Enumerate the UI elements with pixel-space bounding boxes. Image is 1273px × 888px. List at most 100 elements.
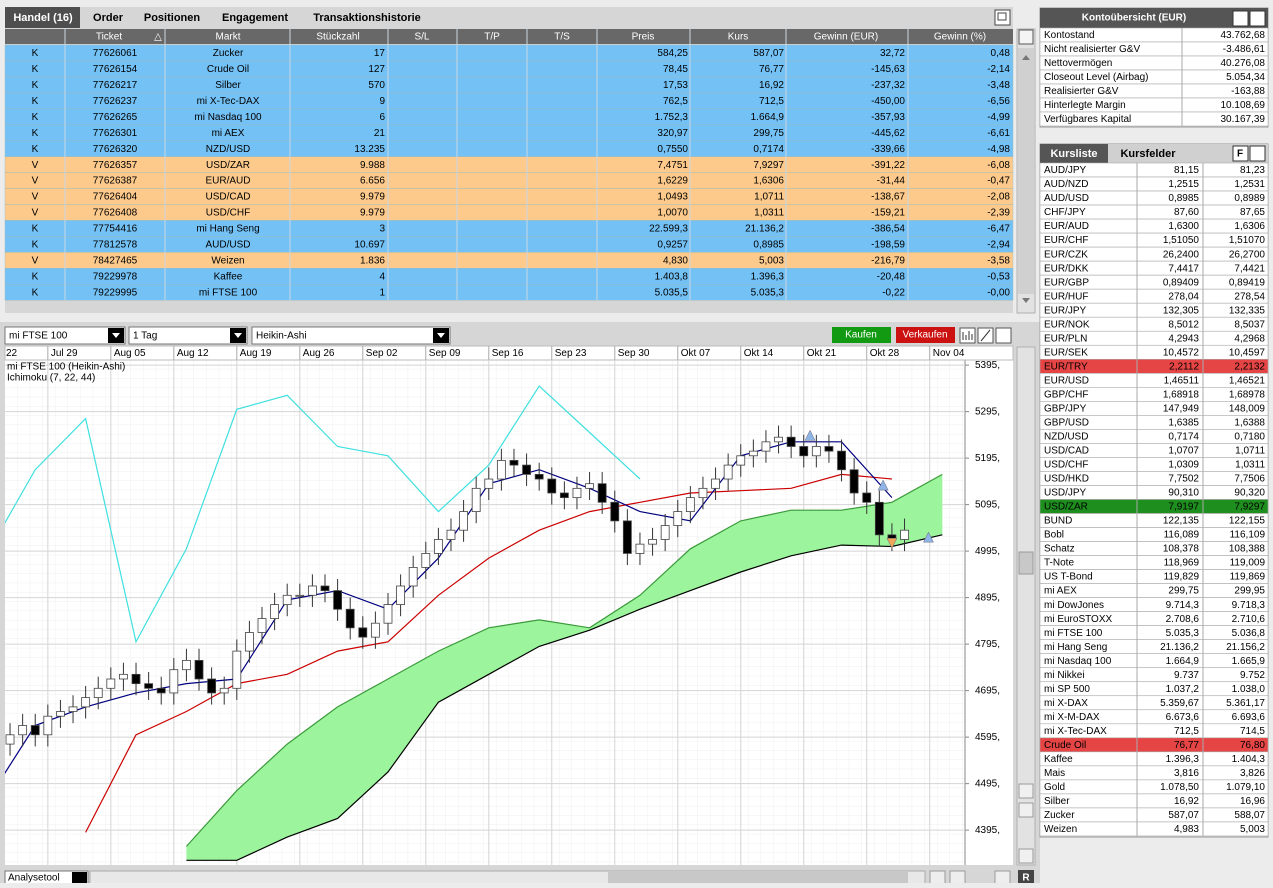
active-tab[interactable] bbox=[5, 7, 80, 28]
quote-bid: 118,969 bbox=[1164, 558, 1200, 569]
cell: Silber bbox=[215, 80, 241, 91]
h-scroll-thumb[interactable] bbox=[608, 872, 908, 883]
cell: 78,45 bbox=[663, 64, 688, 75]
quote-ask: 116,109 bbox=[1230, 530, 1266, 541]
quote-bid: 299,75 bbox=[1168, 586, 1199, 597]
cell: -138,67 bbox=[871, 192, 905, 203]
position-row[interactable] bbox=[4, 124, 1014, 141]
position-row[interactable] bbox=[4, 172, 1014, 189]
quote-bid: 147,949 bbox=[1163, 403, 1200, 414]
position-row[interactable] bbox=[4, 108, 1014, 125]
quote-ask: 299,95 bbox=[1234, 586, 1265, 597]
scroll-thumb[interactable] bbox=[1018, 551, 1034, 575]
cell: V bbox=[32, 255, 39, 266]
position-row[interactable] bbox=[4, 236, 1014, 253]
restore-button[interactable] bbox=[1249, 145, 1266, 162]
position-row[interactable] bbox=[4, 204, 1014, 221]
quote-ask: 6.693,6 bbox=[1232, 712, 1266, 723]
quote-ask: 5.361,17 bbox=[1226, 698, 1265, 709]
y-tick-label: 4895, bbox=[975, 592, 1000, 603]
position-row[interactable] bbox=[4, 268, 1014, 285]
quote-ask: 1.665,9 bbox=[1232, 656, 1266, 667]
cell: 7,9297 bbox=[753, 160, 784, 171]
restore-button[interactable] bbox=[995, 327, 1012, 344]
r-button[interactable] bbox=[1018, 870, 1034, 884]
cell: 5.035,5 bbox=[655, 287, 689, 298]
position-row[interactable] bbox=[4, 60, 1014, 78]
quote-bid: 1,46511 bbox=[1164, 375, 1200, 386]
active-tab[interactable] bbox=[1040, 144, 1108, 163]
quote-row[interactable] bbox=[1039, 821, 1269, 837]
quote-name: Silber bbox=[1044, 796, 1070, 807]
quote-name: Kaffee bbox=[1044, 754, 1073, 765]
quote-row[interactable] bbox=[1039, 765, 1269, 781]
sell-button[interactable] bbox=[896, 327, 955, 343]
quote-bid: 1,68918 bbox=[1163, 389, 1200, 400]
zoom-reset[interactable] bbox=[1018, 848, 1034, 864]
cell: Crude Oil bbox=[207, 64, 249, 75]
chart-scrollbar[interactable] bbox=[1016, 346, 1036, 866]
account-label: Verfügbares Kapital bbox=[1044, 114, 1131, 125]
position-row[interactable] bbox=[4, 140, 1014, 157]
cell: -386,54 bbox=[871, 224, 905, 235]
candle-body bbox=[484, 478, 494, 489]
cell: 570 bbox=[368, 80, 385, 91]
quote-bid: 1.037,2 bbox=[1166, 684, 1200, 695]
quote-name: mi FTSE 100 bbox=[1044, 628, 1103, 639]
chart-type-button[interactable] bbox=[959, 327, 976, 344]
restore-button[interactable] bbox=[1249, 10, 1266, 27]
zoom-minus[interactable] bbox=[929, 870, 946, 885]
position-row[interactable] bbox=[4, 220, 1014, 237]
f-button[interactable] bbox=[1232, 145, 1249, 162]
quote-bid: 4,983 bbox=[1174, 824, 1199, 835]
zoom-plus[interactable] bbox=[994, 870, 1011, 885]
minor-grid bbox=[5, 360, 965, 865]
style-select[interactable] bbox=[251, 326, 451, 345]
candle-body bbox=[131, 673, 141, 685]
zoom-in[interactable] bbox=[1018, 783, 1034, 799]
y-tick-label: 5295, bbox=[975, 406, 1000, 417]
position-row[interactable] bbox=[4, 252, 1014, 269]
restore-button[interactable] bbox=[994, 9, 1011, 26]
cell: 77626154 bbox=[93, 64, 138, 75]
quote-bid: 16,92 bbox=[1174, 796, 1199, 807]
position-row[interactable] bbox=[4, 76, 1014, 94]
candle-body bbox=[811, 446, 821, 457]
quote-bid: 21.136,2 bbox=[1160, 642, 1199, 653]
cell: NZD/USD bbox=[206, 144, 250, 155]
x-tick-label: Jul 29 bbox=[51, 348, 78, 359]
candle-body bbox=[232, 650, 242, 689]
position-row[interactable] bbox=[4, 188, 1014, 205]
cell: -450,00 bbox=[871, 96, 905, 107]
zoom-out[interactable] bbox=[1018, 802, 1034, 818]
buy-label: Kaufen bbox=[845, 330, 877, 341]
position-row[interactable] bbox=[4, 156, 1014, 173]
interval-select[interactable] bbox=[128, 326, 248, 345]
x-tick-label: Nov 04 bbox=[933, 348, 965, 359]
position-row[interactable] bbox=[4, 44, 1014, 62]
cell: 79229978 bbox=[93, 271, 138, 282]
quote-ask: 87,65 bbox=[1240, 207, 1265, 218]
cell: 17 bbox=[374, 48, 386, 59]
instrument-select[interactable] bbox=[4, 326, 126, 345]
position-row[interactable] bbox=[4, 284, 1014, 301]
candle-body bbox=[219, 687, 229, 694]
position-row[interactable] bbox=[4, 92, 1014, 109]
table-icon[interactable] bbox=[1018, 29, 1034, 45]
zoom-frame[interactable] bbox=[949, 870, 966, 885]
x-tick-label: Sep 23 bbox=[555, 348, 587, 359]
quote-bid: 122,135 bbox=[1163, 516, 1200, 527]
quote-ask: 278,54 bbox=[1234, 291, 1265, 302]
quote-row[interactable] bbox=[1039, 793, 1269, 809]
date-bar bbox=[4, 345, 1014, 361]
buy-button[interactable] bbox=[832, 327, 891, 343]
quote-name: CHF/JPY bbox=[1044, 207, 1086, 218]
candle-body bbox=[509, 460, 519, 466]
cell: 6 bbox=[379, 112, 385, 123]
minimize-button[interactable] bbox=[1232, 10, 1249, 27]
analysis-tool: Analysetool bbox=[8, 873, 60, 883]
quote-bid: 2.708,6 bbox=[1166, 614, 1200, 625]
cell: K bbox=[32, 80, 39, 91]
cell: K bbox=[32, 112, 39, 123]
